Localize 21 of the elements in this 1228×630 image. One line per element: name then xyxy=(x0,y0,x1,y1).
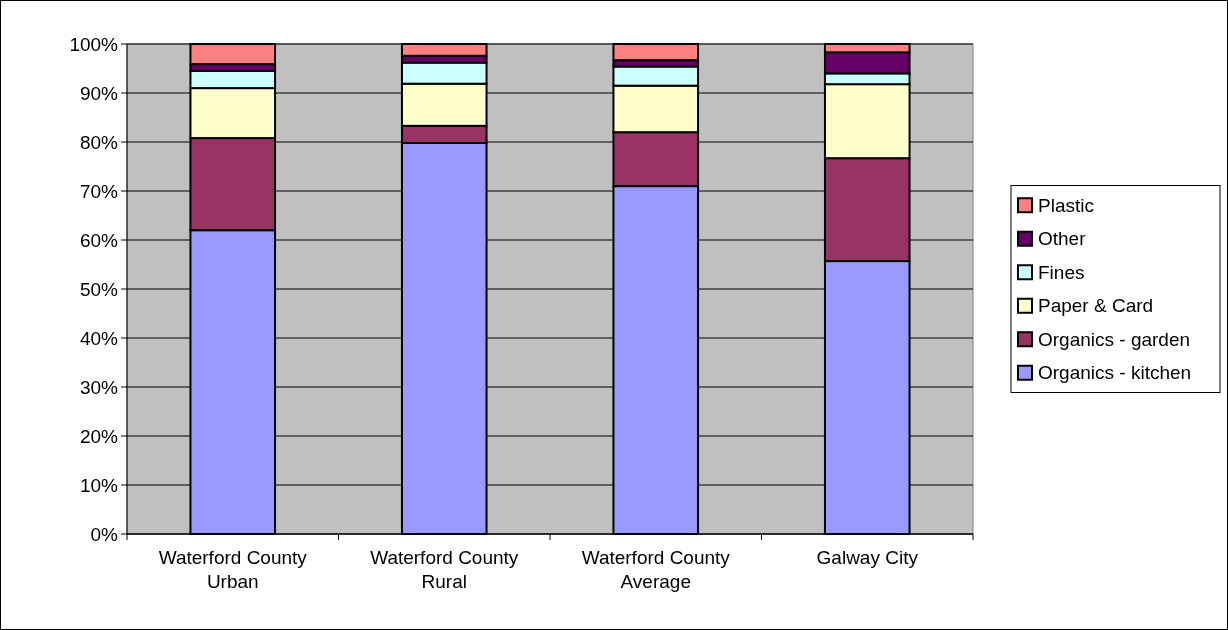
legend-label: Plastic xyxy=(1038,194,1094,216)
legend-label: Paper & Card xyxy=(1038,295,1154,317)
y-tick-label: 70% xyxy=(79,180,119,202)
y-tick-label: 80% xyxy=(79,131,119,153)
legend-label: Fines xyxy=(1038,261,1085,283)
legend-label: Organics - kitchen xyxy=(1038,362,1192,384)
y-tick-label: 60% xyxy=(79,229,119,251)
y-tick-label: 100% xyxy=(69,33,119,55)
legend-label: Other xyxy=(1038,228,1087,250)
y-tick-label: 40% xyxy=(79,327,119,349)
x-tick-label: Waterford County Rural xyxy=(370,547,519,592)
x-tick-label: Galway City xyxy=(816,547,919,568)
legend-label: Organics - garden xyxy=(1038,328,1191,350)
y-tick-label: 30% xyxy=(79,376,119,398)
y-tick-label: 10% xyxy=(79,474,119,496)
x-tick-label: Waterford County Average xyxy=(581,547,731,592)
y-tick-label: 90% xyxy=(79,82,119,104)
y-tick-label: 20% xyxy=(79,425,119,447)
x-tick-label: Waterford County Urban xyxy=(158,547,308,592)
y-tick-label: 0% xyxy=(90,523,119,545)
y-tick-label: 50% xyxy=(79,278,119,300)
